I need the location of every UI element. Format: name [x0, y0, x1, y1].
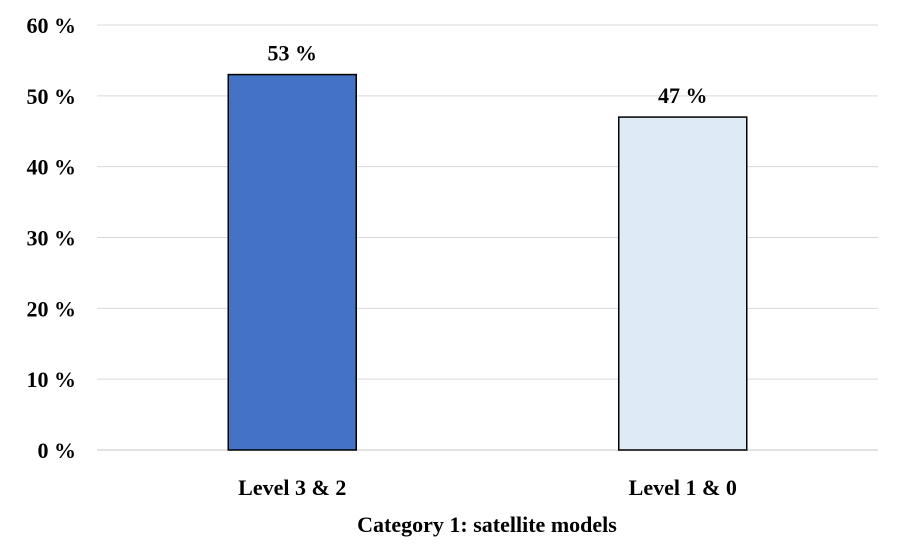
- y-tick-label: 10 %: [27, 367, 77, 392]
- y-tick-label: 50 %: [27, 84, 77, 109]
- y-tick-label: 30 %: [27, 226, 77, 251]
- data-labels: 53 % 47 %: [268, 41, 708, 109]
- y-tick-label: 60 %: [27, 13, 77, 38]
- y-tick-label: 40 %: [27, 155, 77, 180]
- data-label: 47 %: [658, 83, 708, 108]
- bar-1: [227, 73, 357, 451]
- y-tick-label: 0 %: [38, 438, 77, 463]
- x-axis-category-labels: Level 3 & 2 Level 1 & 0: [238, 475, 737, 500]
- x-category-label: Level 1 & 0: [629, 475, 737, 500]
- bar-2: [618, 116, 748, 451]
- x-axis-title: Category 1: satellite models: [357, 512, 617, 537]
- y-tick-label: 20 %: [27, 296, 77, 321]
- bars: [227, 73, 748, 451]
- x-category-label: Level 3 & 2: [238, 475, 346, 500]
- data-label: 53 %: [268, 41, 318, 66]
- y-axis-tick-labels: 0 % 10 % 20 % 30 % 40 % 50 % 60 %: [27, 13, 77, 463]
- gridlines: [97, 24, 878, 451]
